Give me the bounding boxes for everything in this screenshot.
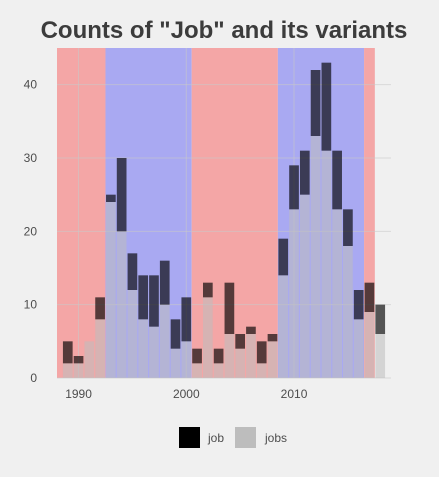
bar-job-1995 (127, 253, 138, 290)
legend-swatch-job (179, 427, 200, 448)
bar-job-2016 (353, 290, 364, 320)
bar-job-1999 (170, 319, 181, 349)
bar-jobs-2001 (192, 363, 202, 378)
bar-job-2008 (267, 334, 278, 342)
x-tick-label-1990: 1990 (65, 387, 92, 401)
bar-job-1990 (73, 356, 84, 364)
y-axis: 0 10 20 30 40 (24, 78, 38, 385)
y-tick-label-10: 10 (24, 298, 38, 312)
bar-job-2012 (310, 70, 321, 136)
bar-jobs-1996 (138, 319, 149, 378)
bar-job-2014 (332, 150, 342, 210)
bar-job-2007 (256, 341, 267, 364)
x-tick-label-2010: 2010 (281, 387, 308, 401)
y-tick-label-20: 20 (24, 224, 38, 238)
bar-job-1997 (149, 275, 159, 327)
bar-jobs-1995 (127, 290, 138, 378)
bar-jobs-2013 (321, 150, 332, 378)
chart-title: Counts of "Job" and its variants (41, 17, 408, 44)
bar-jobs-2018 (375, 334, 386, 378)
bar-job-1992 (95, 297, 105, 320)
bar-job-2009 (278, 238, 289, 276)
bar-jobs-2007 (256, 363, 267, 378)
bar-jobs-2009 (278, 275, 289, 378)
bar-jobs-2014 (332, 209, 342, 378)
bar-job-2001 (192, 348, 202, 364)
y-tick-label-0: 0 (30, 371, 37, 385)
legend-label-job: job (207, 431, 224, 445)
bar-job-2003 (213, 348, 224, 364)
bar-jobs-1991 (84, 341, 95, 378)
bar-jobs-2010 (289, 209, 299, 378)
legend-label-jobs: jobs (264, 431, 287, 445)
bar-jobs-1997 (149, 326, 159, 378)
bar-jobs-1990 (73, 363, 84, 378)
bar-job-1996 (138, 275, 149, 320)
bar-job-2015 (343, 209, 353, 246)
bar-jobs-1998 (159, 304, 170, 378)
bar-job-2000 (181, 297, 192, 342)
bar-job-2011 (299, 150, 310, 195)
bar-job-2005 (235, 334, 246, 349)
bar-jobs-1994 (116, 231, 127, 378)
bar-jobs-2006 (246, 334, 256, 378)
bar-jobs-1989 (62, 363, 73, 378)
bar-jobs-2017 (364, 312, 375, 378)
background-band-4 (364, 48, 375, 378)
bar-jobs-2008 (267, 341, 278, 378)
bars (62, 62, 386, 378)
bar-jobs-1993 (106, 202, 116, 378)
bar-job-1989 (62, 341, 73, 364)
bar-jobs-1992 (95, 319, 105, 378)
bar-job-1993 (106, 194, 116, 202)
y-tick-label-30: 30 (24, 151, 38, 165)
y-tick-label-40: 40 (24, 78, 38, 92)
bar-job-2004 (224, 282, 235, 334)
bar-jobs-2004 (224, 334, 235, 378)
bar-jobs-2003 (213, 363, 224, 378)
bar-job-1998 (159, 260, 170, 305)
bar-jobs-2005 (235, 348, 246, 378)
bar-job-2002 (202, 282, 213, 298)
bar-jobs-1999 (170, 348, 181, 378)
x-tick-label-2000: 2000 (173, 387, 200, 401)
bar-jobs-2016 (353, 319, 364, 378)
bar-job-2006 (246, 326, 256, 334)
bar-jobs-2000 (181, 341, 192, 378)
legend: job jobs (179, 427, 287, 448)
bar-job-2017 (364, 282, 375, 312)
bar-job-2010 (289, 165, 299, 210)
bar-job-2013 (321, 62, 332, 151)
bar-jobs-2002 (202, 297, 213, 378)
bar-job-1994 (116, 158, 127, 232)
legend-swatch-jobs (235, 427, 256, 448)
x-axis: 1990 2000 2010 (65, 387, 308, 401)
bar-job-2018 (375, 304, 386, 334)
bar-jobs-2011 (299, 194, 310, 378)
bar-jobs-2012 (310, 136, 321, 378)
bar-jobs-2015 (343, 246, 353, 378)
